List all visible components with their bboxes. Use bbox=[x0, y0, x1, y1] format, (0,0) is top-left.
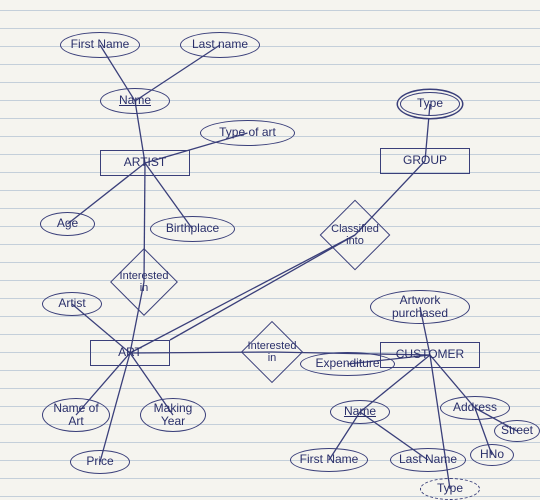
entity-group: GROUP bbox=[380, 148, 470, 174]
attr-name_c: Name bbox=[330, 400, 390, 424]
attr-making_year: Making Year bbox=[140, 398, 206, 432]
attr-art_purch: Artwork purchased bbox=[370, 290, 470, 324]
attr-last_name_c: Last Name bbox=[390, 448, 466, 472]
entity-art: ART bbox=[90, 340, 170, 366]
rel-interested_in2: Interested in bbox=[250, 330, 294, 374]
entity-artist: ARTIST bbox=[100, 150, 190, 176]
attr-birthplace: Birthplace bbox=[150, 216, 235, 242]
attr-first_name_a: First Name bbox=[60, 32, 140, 58]
attr-street: Street bbox=[494, 420, 540, 442]
entity-customer: CUSTOMER bbox=[380, 342, 480, 368]
attr-name_art: Name of Art bbox=[42, 398, 110, 432]
rel-classified: Classified into bbox=[330, 210, 380, 260]
attr-last_name_a: Last name bbox=[180, 32, 260, 58]
attr-price: Price bbox=[70, 450, 130, 474]
attr-name_a: Name bbox=[100, 88, 170, 114]
attr-type_art: Type of art bbox=[200, 120, 295, 146]
attr-type_g: Type bbox=[400, 92, 460, 116]
attr-hno: HNo bbox=[470, 444, 514, 466]
attr-type_c: Type bbox=[420, 478, 480, 500]
rel-interested_in: Interested in bbox=[120, 258, 168, 306]
attr-first_name_c: First Name bbox=[290, 448, 368, 472]
attr-age: Age bbox=[40, 212, 95, 236]
attr-address: Address bbox=[440, 396, 510, 420]
attr-expend: Expenditure bbox=[300, 352, 395, 376]
attr-artist_attr: Artist bbox=[42, 292, 102, 316]
